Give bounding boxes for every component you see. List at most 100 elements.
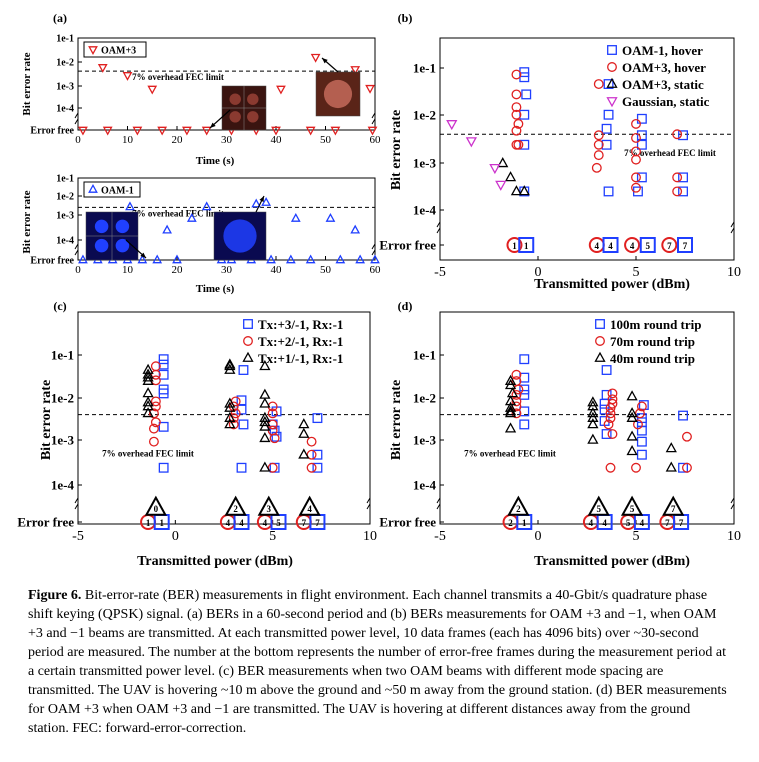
panel-1-point xyxy=(137,254,148,264)
panel-2-point xyxy=(631,182,641,193)
panel-2-errorfree-count: 4 xyxy=(630,241,635,251)
panel-4-point xyxy=(626,430,638,441)
panel-4-point xyxy=(519,419,530,430)
panel-4-point xyxy=(682,431,692,442)
panel-1-legend-box xyxy=(83,181,141,198)
panel-4-point xyxy=(587,407,599,418)
panel-3-errorfree-count: 0 xyxy=(154,504,159,514)
panel-3-errorfree-count: 7 xyxy=(315,518,320,528)
panel-1-point xyxy=(172,254,182,264)
panel-3-point xyxy=(236,395,247,406)
panel-4-point xyxy=(665,461,677,472)
panel-3-legend-marker xyxy=(242,351,254,362)
panel-0-point xyxy=(102,126,113,136)
panel-1-point xyxy=(201,201,212,211)
panel-4-point xyxy=(678,462,688,473)
panel-4-point xyxy=(605,408,616,419)
panel-0-xtick-label: 40 xyxy=(271,134,283,146)
panel-1-point xyxy=(290,212,301,222)
panel-4-errorfree-count: 7 xyxy=(665,518,670,528)
panel-4-point xyxy=(504,395,517,406)
panel-0-legend-marker xyxy=(88,46,98,55)
panel-3-point xyxy=(259,388,271,399)
panel-1-ylabel: Bit error rate xyxy=(21,190,33,253)
panel-4-point xyxy=(587,396,599,407)
panel-4-legend-marker xyxy=(595,336,605,346)
panel-2-point xyxy=(511,109,522,120)
panel-2-legend-label: OAM-1, hover xyxy=(622,43,703,58)
panel-3-xtick-label: 10 xyxy=(363,529,377,544)
panel-2-point xyxy=(497,157,509,168)
panel-0-point xyxy=(330,126,341,136)
panel-4-point xyxy=(631,462,641,473)
panel-3-point xyxy=(148,408,159,419)
panel-4-point xyxy=(504,407,517,418)
panel-0-point xyxy=(201,126,212,136)
panel-4-point xyxy=(587,411,599,422)
panel-0-xtick-label: 30 xyxy=(221,134,233,146)
panel-2-ytick-label: 1e-1 xyxy=(413,61,436,76)
panel-1-point xyxy=(266,254,276,264)
panel-2-errorfree-marker xyxy=(661,237,678,253)
panel-4-point xyxy=(636,425,647,436)
panel-4-point xyxy=(607,388,618,399)
panel-2-point xyxy=(519,109,530,120)
panel-2-point xyxy=(636,113,647,124)
panel-2-errorfree-marker xyxy=(602,237,619,253)
panel-3-errorfree-marker xyxy=(144,495,168,516)
panel-4-fec-label: 7% overhead FEC limit xyxy=(464,449,556,459)
panel-4-errorfree-marker xyxy=(587,495,610,516)
panel-4-errorfree-count: 5 xyxy=(626,518,631,528)
panel-1-point xyxy=(261,197,271,206)
panel-2-axes xyxy=(439,37,735,261)
panel-4-errorfree-count: 1 xyxy=(522,518,527,528)
panel-3-point xyxy=(259,420,271,431)
panel-4-point xyxy=(633,419,643,430)
panel-3-point xyxy=(158,388,169,399)
caption-text: Bit-error-rate (BER) measurements in fli… xyxy=(28,588,727,736)
panel-2-legend-label: OAM+3, hover xyxy=(622,60,706,75)
inset-oam3-four-lobe-lobe xyxy=(229,111,241,123)
panel-3-point xyxy=(259,461,271,472)
panel-4-point xyxy=(511,389,522,400)
panel-4-point xyxy=(626,407,638,418)
panel-1-xtick-label: 60 xyxy=(370,264,382,276)
panel-3-point xyxy=(236,462,247,473)
panel-3-ytick-label: 1e-4 xyxy=(51,478,75,493)
inset-oam3-blurred xyxy=(315,71,361,117)
panel-4-point xyxy=(682,462,692,473)
panel-4-axis-break-right xyxy=(730,497,735,510)
panel-3-point xyxy=(158,354,169,365)
panel-2-errorfree-count: 4 xyxy=(595,241,600,251)
panel-2-point xyxy=(631,172,641,183)
panel-4-point xyxy=(513,384,524,395)
panel-3-point xyxy=(150,369,161,380)
panel-0-ytick-label: 1e-2 xyxy=(56,58,74,69)
panel-0-axis-break-left xyxy=(74,112,79,125)
panel-0-xtick-label: 20 xyxy=(172,134,184,146)
panel-3-ytick-label: 1e-1 xyxy=(51,348,74,363)
caption-label: Figure 6. xyxy=(28,588,82,603)
panel-2-point xyxy=(511,125,522,136)
panel-0-xtick-label: 10 xyxy=(122,134,134,146)
panel-4-panel-label: (d) xyxy=(398,299,413,313)
panel-3-point xyxy=(269,462,280,473)
panel-4-point xyxy=(605,402,616,413)
panel-2-point xyxy=(513,139,524,150)
panel-0-legend-label: OAM+3 xyxy=(101,46,136,57)
panel-2-point xyxy=(678,130,688,141)
panel-4-errorfree-count: 4 xyxy=(602,518,607,528)
panel-2-point xyxy=(672,172,683,183)
panel-2-point xyxy=(603,186,614,197)
panel-4-point xyxy=(504,405,517,416)
panel-2-point xyxy=(511,89,522,100)
panel-3-point xyxy=(224,358,236,369)
panel-4-errorfree-count: 7 xyxy=(679,518,684,528)
panel-3-point xyxy=(142,374,154,385)
panel-2-point xyxy=(601,139,612,150)
panel-4-point xyxy=(636,436,647,447)
panel-3-errorfree-count: 4 xyxy=(263,518,268,528)
panel-4-point xyxy=(636,449,647,460)
panel-2-point xyxy=(593,79,604,89)
panel-2-xtick-label: -5 xyxy=(434,265,446,280)
